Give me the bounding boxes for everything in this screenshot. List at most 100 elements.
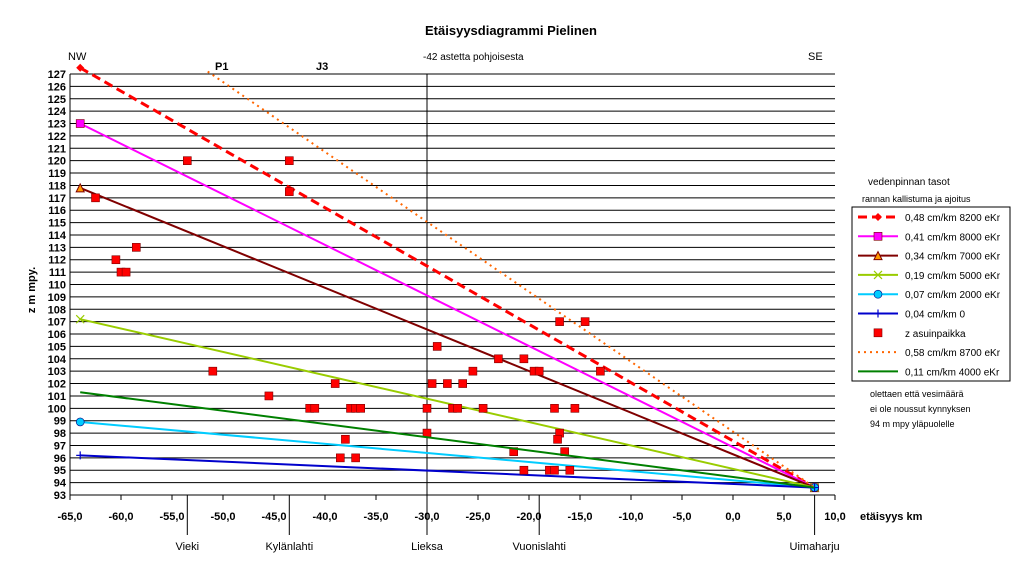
marker-plus xyxy=(874,309,882,318)
y-tick-label: 94 xyxy=(54,478,67,490)
series-1 xyxy=(75,119,819,492)
legend-item: 0,58 cm/km 8700 eKr xyxy=(858,348,1001,359)
y-tick-label: 120 xyxy=(48,156,66,168)
series-line xyxy=(79,318,815,489)
marker-square xyxy=(183,156,192,165)
legend-item: 0,34 cm/km 7000 eKr xyxy=(858,250,1001,263)
direction-label: -42 astetta pohjoisesta xyxy=(423,52,524,63)
marker-square xyxy=(330,379,340,388)
y-tick-label: 124 xyxy=(48,106,67,118)
y-tick-label: 118 xyxy=(48,180,66,192)
y-tick-label: 106 xyxy=(48,329,66,341)
marker-square xyxy=(75,119,85,128)
series-line xyxy=(207,70,816,489)
y-tick-label: 104 xyxy=(48,354,67,366)
x-tick-label: -60,0 xyxy=(108,511,133,523)
note-line-2: ei ole noussut kynnyksen xyxy=(870,404,971,414)
note-line-1: olettaen että vesimäärä xyxy=(870,389,964,399)
marker-square xyxy=(284,156,294,165)
legend-item: 0,04 cm/km 0 xyxy=(858,309,965,321)
x-tick-label: -15,0 xyxy=(567,511,592,523)
marker-circle xyxy=(75,417,85,427)
legend-label: 0,04 cm/km 0 xyxy=(905,310,965,321)
y-tick-label: 115 xyxy=(48,218,66,230)
marker-diamond xyxy=(874,213,882,221)
y-tick-label: 117 xyxy=(48,193,66,205)
x-tick-label: -20,0 xyxy=(516,511,541,523)
marker-square xyxy=(478,404,488,413)
y-tick-label: 102 xyxy=(48,379,66,391)
y-tick-label: 111 xyxy=(49,267,66,279)
y-tick-label: 112 xyxy=(48,255,66,267)
legend-label: 0,34 cm/km 7000 eKr xyxy=(905,252,1001,263)
legend-item: 0,41 cm/km 8000 eKr xyxy=(858,232,1001,243)
y-tick-label: 98 xyxy=(54,428,66,440)
legend: vedenpinnan tasot rannan kallistuma ja a… xyxy=(851,177,1011,382)
y-tick-label: 110 xyxy=(48,280,66,292)
series-line xyxy=(79,186,815,489)
legend-label: 0,19 cm/km 5000 eKr xyxy=(905,271,1001,282)
marker-x xyxy=(873,270,883,280)
y-tick-label: 100 xyxy=(48,403,66,415)
series-4 xyxy=(75,417,819,492)
x-tick-label: 5,0 xyxy=(776,511,791,523)
y-axis-title: z m mpy. xyxy=(26,267,38,313)
place-label: Kylänlahti xyxy=(265,541,313,553)
legend-item: 0,19 cm/km 5000 eKr xyxy=(858,270,1001,282)
series-line xyxy=(80,391,815,489)
marker-circle xyxy=(873,289,883,299)
marker-square xyxy=(550,465,559,475)
x-axis-title: etäisyys km xyxy=(860,511,923,523)
x-tick-label: -50,0 xyxy=(210,511,235,523)
place-label: Uimaharju xyxy=(790,541,840,553)
marker-square xyxy=(351,453,360,463)
y-tick-label: 122 xyxy=(48,131,66,143)
marker-diamond xyxy=(76,63,85,72)
place-label: Vieki xyxy=(175,541,199,553)
marker-square xyxy=(443,379,452,388)
legend-item: 0,11 cm/km 4000 eKr xyxy=(858,367,1000,378)
marker-square xyxy=(356,404,366,413)
legend-item: 0,07 cm/km 2000 eKr xyxy=(858,289,1001,301)
y-tick-label: 121 xyxy=(48,143,66,155)
legend-label: 0,48 cm/km 8200 eKr xyxy=(905,213,1001,224)
legend-title: vedenpinnan tasot xyxy=(868,177,950,188)
x-tick-label: 0,0 xyxy=(725,511,740,523)
note-line-3: 94 m mpy yläpuolelle xyxy=(870,419,955,429)
place-label: Vuonislahti xyxy=(512,541,565,553)
marker-square xyxy=(873,232,883,241)
y-tick-label: 107 xyxy=(48,317,66,329)
marker-x xyxy=(75,314,85,324)
x-tick-label: -10,0 xyxy=(618,511,643,523)
marker-square xyxy=(550,404,559,413)
x-tick-label: -35,0 xyxy=(363,511,388,523)
marker-square xyxy=(422,404,432,413)
y-tick-label: 126 xyxy=(48,81,66,93)
x-tick-label: 10,0 xyxy=(824,511,845,523)
series-8 xyxy=(80,391,815,489)
series-3 xyxy=(75,314,820,492)
p1-label: P1 xyxy=(215,61,228,73)
legend-label: 0,41 cm/km 8000 eKr xyxy=(905,232,1001,243)
y-tick-label: 103 xyxy=(48,366,66,378)
x-tick-label: -40,0 xyxy=(312,511,337,523)
marker-square xyxy=(458,379,468,388)
marker-square xyxy=(432,342,442,351)
marker-square xyxy=(534,366,544,376)
series-layer xyxy=(75,63,820,493)
se-label: SE xyxy=(808,51,823,63)
marker-square xyxy=(91,193,100,203)
y-tick-label: 123 xyxy=(48,119,66,131)
series-line xyxy=(80,454,815,489)
series-line xyxy=(80,420,815,489)
y-tick-label: 105 xyxy=(48,341,66,353)
marker-square xyxy=(310,404,320,413)
marker-square xyxy=(570,404,580,413)
x-tick-label: -25,0 xyxy=(465,511,490,523)
marker-square xyxy=(132,243,141,252)
marker-square xyxy=(873,328,883,338)
x-tick-label: -65,0 xyxy=(57,511,82,523)
j3-label: J3 xyxy=(316,61,328,73)
marker-square xyxy=(468,366,478,376)
